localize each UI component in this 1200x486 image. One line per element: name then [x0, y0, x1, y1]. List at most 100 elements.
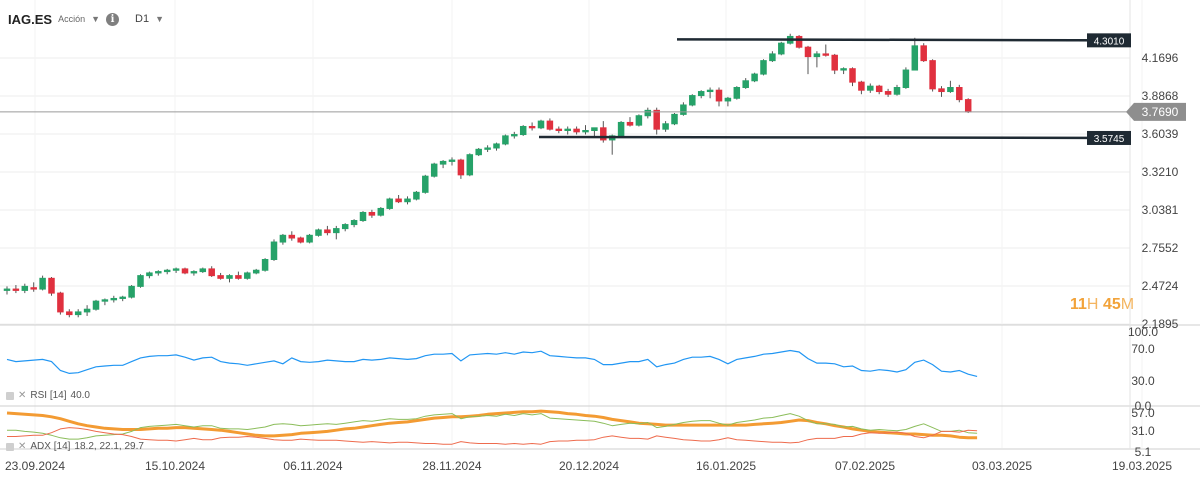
candle-body — [101, 299, 109, 302]
candle-body — [644, 109, 652, 117]
candle — [626, 117, 634, 127]
candle — [519, 125, 527, 136]
adx-settings-icon[interactable] — [6, 442, 14, 451]
candle-body — [938, 88, 945, 93]
adx-close-icon[interactable]: ✕ — [18, 441, 27, 452]
candle-body — [502, 135, 509, 145]
candle-body — [128, 285, 135, 298]
candle — [849, 67, 856, 87]
price-tick-label: 2.7552 — [1142, 241, 1179, 255]
candle — [119, 295, 126, 302]
chevron-down-icon[interactable]: ▼ — [91, 14, 101, 24]
candle — [617, 121, 625, 138]
candle-body — [21, 285, 29, 291]
candle-body — [297, 237, 304, 243]
candle — [101, 298, 109, 306]
candle-body — [208, 268, 215, 277]
candle-body — [733, 87, 741, 99]
candle-body — [199, 268, 207, 273]
candle-body — [947, 87, 954, 93]
price-tick-label: 3.6039 — [1142, 127, 1179, 141]
candle — [867, 83, 874, 93]
candle — [964, 98, 972, 114]
candle — [386, 197, 393, 210]
candle — [430, 162, 438, 178]
candle-body — [359, 211, 367, 222]
candle-body — [795, 35, 803, 48]
candle-body — [448, 159, 456, 162]
resistance-tag: 4.3010 — [1087, 33, 1131, 48]
candle-body — [341, 224, 349, 230]
candle-body — [57, 292, 64, 313]
timer-h: H — [1086, 296, 1099, 313]
candle — [39, 275, 46, 291]
candle-body — [350, 220, 358, 226]
candle — [555, 126, 563, 134]
candle-body — [493, 143, 500, 149]
candle-body — [226, 275, 233, 279]
candle-body — [706, 89, 714, 93]
candle — [813, 51, 821, 68]
candle-body — [395, 198, 402, 203]
candle-body — [324, 229, 331, 234]
candle — [591, 127, 598, 138]
candle — [359, 211, 367, 222]
candle — [831, 53, 838, 75]
candle-body — [929, 60, 936, 90]
candle-body — [858, 81, 865, 91]
candle — [297, 236, 304, 244]
timeframe-select[interactable]: D1 — [135, 13, 150, 25]
candle — [956, 84, 963, 103]
info-icon[interactable]: i — [106, 12, 120, 26]
candle — [199, 267, 207, 273]
candle — [644, 107, 652, 119]
candle-body — [288, 234, 296, 239]
candle — [261, 258, 269, 272]
candle-body — [582, 130, 589, 133]
candle — [858, 80, 865, 95]
candle — [21, 283, 29, 294]
timer-hours: 11 — [1070, 296, 1087, 313]
candle — [795, 35, 803, 49]
candle-body — [804, 46, 812, 58]
candle-body — [279, 234, 287, 243]
candle — [564, 126, 571, 135]
support-tag: 3.5745 — [1087, 130, 1131, 145]
candle-body — [902, 69, 910, 89]
candle-body — [715, 89, 723, 102]
candle — [128, 285, 135, 299]
candle-body — [778, 42, 785, 55]
candle-body — [252, 269, 260, 274]
adx-line — [6, 409, 978, 440]
candle-body — [662, 123, 669, 130]
candle — [30, 282, 37, 292]
candle — [733, 86, 741, 100]
candle — [457, 158, 465, 179]
candle — [511, 131, 518, 139]
candle — [875, 84, 883, 95]
candle — [422, 174, 429, 194]
support-tag-bg — [1087, 130, 1131, 145]
candle-body — [155, 271, 162, 274]
candle-body — [519, 125, 527, 136]
date-tick-label: 06.11.2024 — [283, 459, 342, 473]
close-icon[interactable]: ✕ — [18, 390, 27, 401]
symbol-label[interactable]: IAG.ES — [8, 11, 53, 27]
current-price-text: 3.7690 — [1142, 105, 1179, 119]
candle — [742, 78, 749, 89]
timeframe-chevron-down-icon[interactable]: ▼ — [155, 14, 164, 24]
date-axis: 23.09.2024 15.10.2024 06.11.2024 28.11.2024… — [5, 459, 1172, 473]
candle — [724, 96, 732, 107]
timer-m: M — [1120, 296, 1135, 313]
candle-body — [822, 53, 830, 56]
date-tick-label: 03.03.2025 — [972, 459, 1032, 473]
price-tick-label: 2.1895 — [1142, 317, 1179, 331]
indicator-settings-icon[interactable] — [6, 391, 14, 400]
adx-values: 18.2, 22.1, 29.7 — [74, 441, 144, 452]
candle-body — [244, 272, 251, 279]
candle-body — [964, 99, 972, 113]
candle — [778, 41, 785, 56]
candle-body — [315, 229, 322, 236]
candle-body — [742, 80, 749, 89]
